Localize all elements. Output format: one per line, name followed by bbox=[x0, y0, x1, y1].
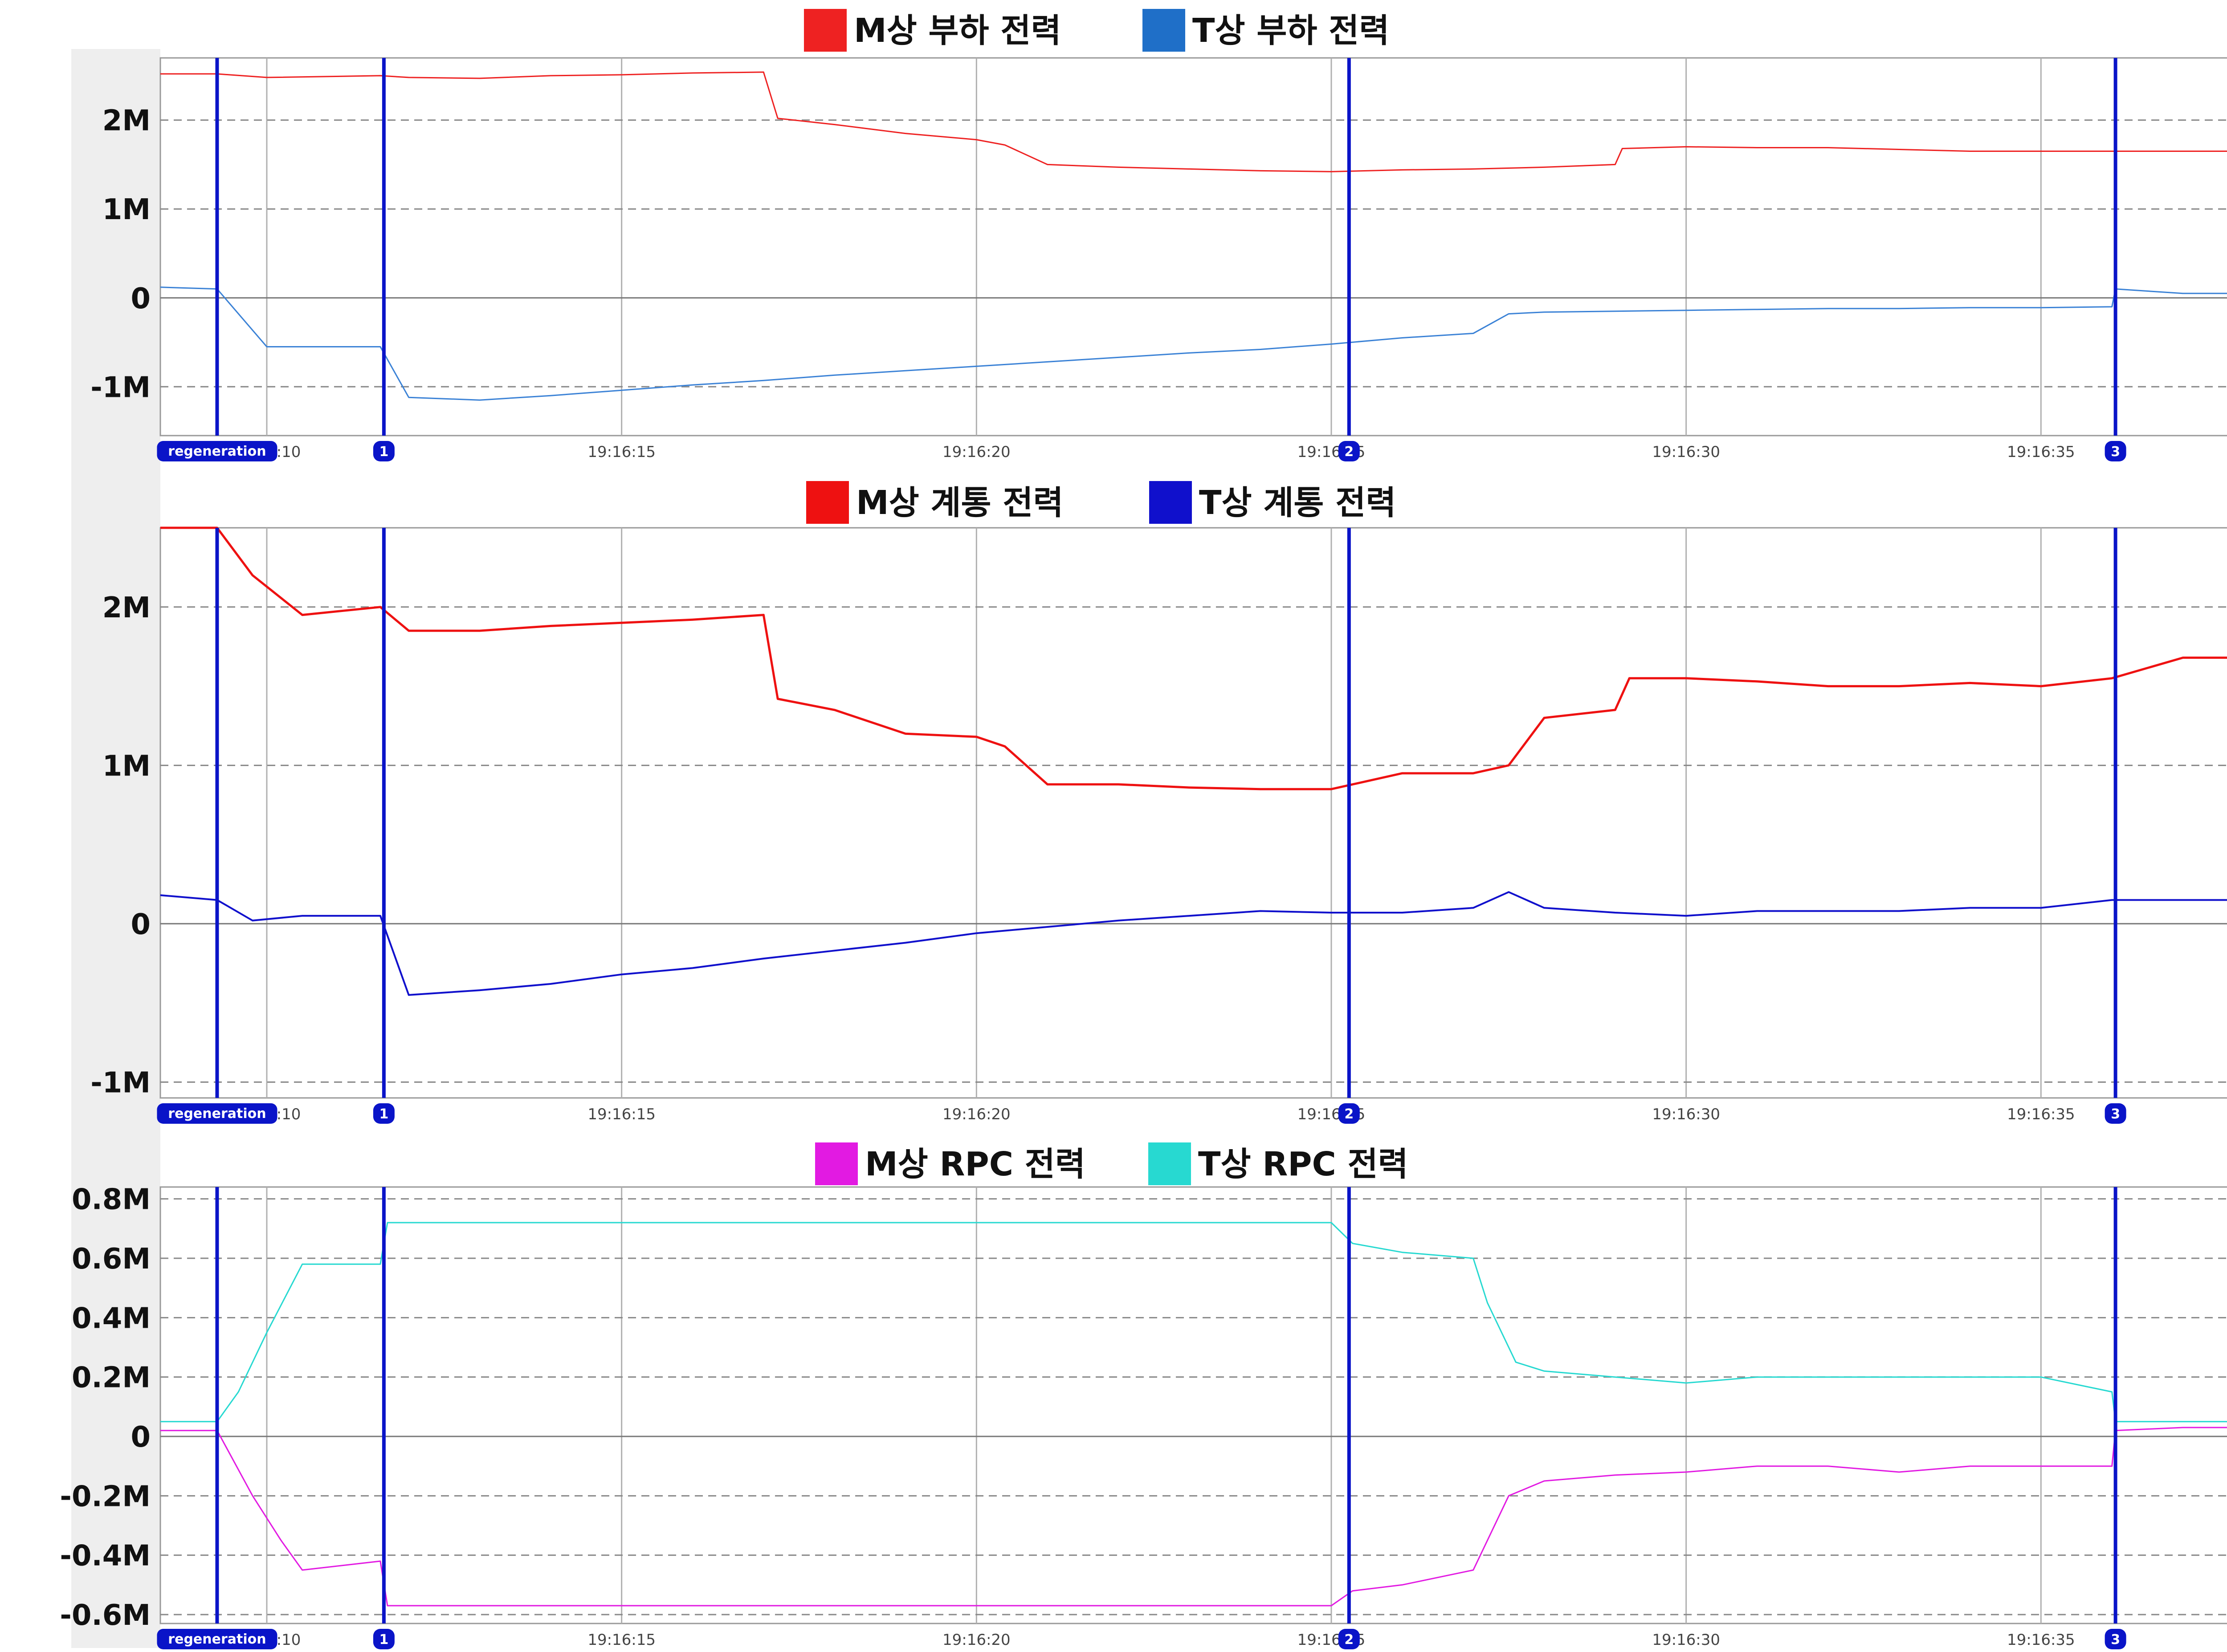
x-tick-label: 19:16:15 bbox=[587, 1105, 656, 1123]
x-tick-label: 19:16:30 bbox=[1652, 443, 1720, 461]
legend-swatch bbox=[806, 481, 849, 524]
legend-swatch bbox=[815, 1142, 858, 1185]
marker-badge-1[interactable] bbox=[373, 1103, 395, 1124]
marker-badge-1[interactable] bbox=[373, 1629, 395, 1649]
series-line-1 bbox=[160, 1427, 2227, 1607]
x-tick-label: 19:16:30 bbox=[1652, 1631, 1720, 1649]
marker-badge-label: 3 bbox=[2111, 1632, 2120, 1648]
chart-panel-1: 2M1M0-1M19:16:1019:16:1519:16:2019:16:25… bbox=[90, 9, 2227, 461]
y-tick-label: -0.2M bbox=[60, 1480, 151, 1513]
x-tick-label: 19:16:20 bbox=[942, 443, 1011, 461]
chart-panel-2: 2M1M0-1M19:16:1019:16:1519:16:2019:16:25… bbox=[90, 481, 2227, 1124]
legend-label: T상 RPC 전력 bbox=[1198, 1145, 1408, 1183]
series-line-1 bbox=[160, 526, 2227, 791]
chart-panel-3: 0.8M0.6M0.4M0.2M0-0.2M-0.4M-0.6M19:16:10… bbox=[60, 1142, 2227, 1649]
legend-swatch bbox=[1142, 9, 1185, 52]
series-line-2 bbox=[160, 891, 2227, 996]
series-line-2 bbox=[160, 1222, 2227, 1423]
marker-badge-label: 3 bbox=[2111, 1106, 2120, 1122]
marker-badge-1[interactable] bbox=[373, 441, 395, 461]
legend-label: T상 계통 전력 bbox=[1199, 484, 1396, 522]
legend-label: M상 부하 전력 bbox=[854, 12, 1061, 50]
legend-swatch bbox=[1148, 1142, 1191, 1185]
marker-badge-label: 2 bbox=[1344, 1632, 1354, 1648]
y-tick-label: 0.2M bbox=[72, 1362, 151, 1395]
y-tick-label: 2M bbox=[102, 591, 151, 624]
y-tick-label: 1M bbox=[102, 193, 151, 226]
x-tick-label: 19:16:20 bbox=[942, 1105, 1011, 1123]
left-gutter bbox=[71, 49, 160, 1648]
marker-badge-2[interactable] bbox=[1338, 441, 1360, 461]
marker-badge-label: 3 bbox=[2111, 444, 2120, 460]
marker-badge-label: 2 bbox=[1344, 1106, 1354, 1122]
y-tick-label: -0.6M bbox=[60, 1599, 151, 1632]
x-tick-label: 19:16:35 bbox=[2007, 1631, 2075, 1649]
x-tick-label: 19:16:35 bbox=[2007, 443, 2075, 461]
y-tick-label: -1M bbox=[90, 371, 151, 404]
y-tick-label: 0 bbox=[131, 908, 151, 941]
legend-label: M상 RPC 전력 bbox=[865, 1145, 1085, 1183]
regeneration-badge[interactable] bbox=[157, 1629, 277, 1649]
y-tick-label: 2M bbox=[102, 105, 151, 138]
marker-badge-label: 1 bbox=[379, 1106, 388, 1122]
marker-badge-2[interactable] bbox=[1338, 1629, 1360, 1649]
x-tick-label: 19:16:35 bbox=[2007, 1105, 2075, 1123]
plot-area bbox=[159, 527, 2227, 1099]
y-tick-label: 0.6M bbox=[72, 1243, 151, 1276]
series-line-1 bbox=[160, 71, 2227, 172]
marker-badge-3[interactable] bbox=[2105, 441, 2126, 461]
regeneration-badge[interactable] bbox=[157, 1103, 277, 1124]
legend-swatch bbox=[804, 9, 847, 52]
plot-area bbox=[159, 57, 2227, 436]
legend: M상 부하 전력 T상 부하 전력 bbox=[804, 9, 1389, 52]
regeneration-badge[interactable] bbox=[157, 441, 277, 461]
marker-badge-2[interactable] bbox=[1338, 1103, 1360, 1124]
y-tick-label: 0 bbox=[131, 282, 151, 315]
x-tick-label: 19:16:15 bbox=[587, 1631, 656, 1649]
marker-badge-3[interactable] bbox=[2105, 1629, 2126, 1649]
marker-badge-label: 2 bbox=[1344, 444, 1354, 460]
y-tick-label: 0.8M bbox=[72, 1183, 151, 1216]
y-tick-label: 0 bbox=[131, 1421, 151, 1454]
marker-badge-label: 1 bbox=[379, 444, 388, 460]
legend: M상 계통 전력 T상 계통 전력 bbox=[806, 481, 1396, 524]
legend-label: M상 계통 전력 bbox=[856, 484, 1064, 522]
marker-badge-3[interactable] bbox=[2105, 1103, 2126, 1124]
y-tick-label: 1M bbox=[102, 750, 151, 783]
y-tick-label: -0.4M bbox=[60, 1540, 151, 1573]
x-tick-label: 19:16:15 bbox=[587, 443, 656, 461]
x-tick-label: 19:16:30 bbox=[1652, 1105, 1720, 1123]
legend-label: T상 부하 전력 bbox=[1192, 12, 1389, 50]
plot-area bbox=[159, 1186, 2227, 1624]
regeneration-badge-label: regeneration bbox=[168, 1632, 266, 1647]
y-tick-label: 0.4M bbox=[72, 1302, 151, 1335]
legend: M상 RPC 전력 T상 RPC 전력 bbox=[815, 1142, 1408, 1185]
marker-badge-label: 1 bbox=[379, 1632, 388, 1648]
regeneration-badge-label: regeneration bbox=[168, 1106, 266, 1122]
y-tick-label: -1M bbox=[90, 1066, 151, 1099]
x-tick-label: 19:16:20 bbox=[942, 1631, 1011, 1649]
series-line-2 bbox=[160, 286, 2227, 401]
legend-swatch bbox=[1149, 481, 1192, 524]
regeneration-badge-label: regeneration bbox=[168, 444, 266, 459]
